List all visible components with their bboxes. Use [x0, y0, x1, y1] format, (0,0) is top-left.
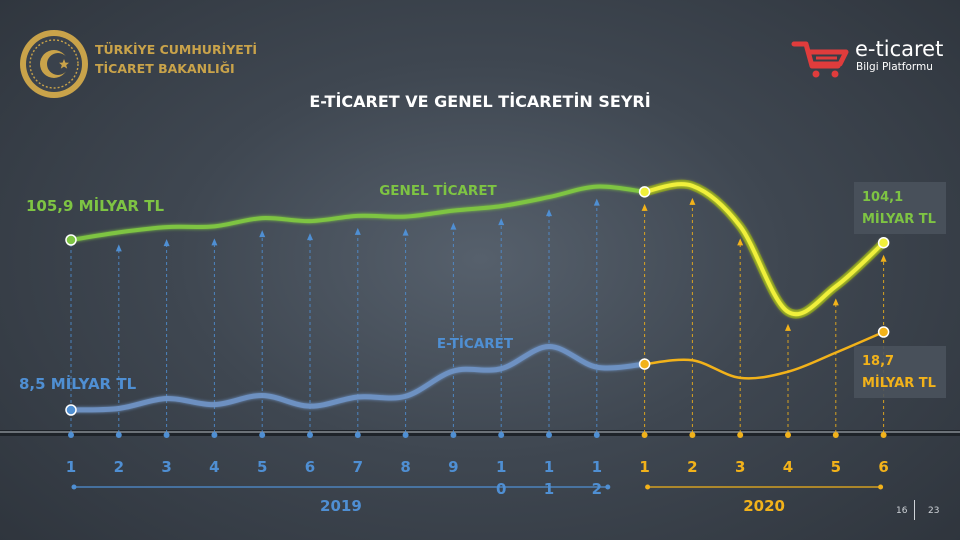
arrow-head	[593, 198, 600, 206]
x-tick-label: 3	[735, 458, 745, 476]
e-ticaret-end-label-box	[854, 346, 946, 398]
baseline-dot	[402, 432, 409, 438]
x-tick-label: 1	[639, 458, 649, 476]
x-tick-label: 4	[209, 458, 219, 476]
baseline-dot	[546, 432, 552, 438]
x-tick-label: 2	[114, 458, 124, 476]
baseline-dot	[785, 432, 791, 438]
baseline-dot	[737, 432, 744, 438]
x-tick-label: 5	[831, 458, 841, 476]
arrow-head	[115, 244, 122, 252]
genel-ticaret-end-label-unit: MİLYAR TL	[862, 211, 936, 227]
ministry-seal-icon	[20, 30, 88, 98]
arrow-head	[832, 298, 839, 306]
baseline-dot	[354, 432, 361, 438]
x-tick-label: 5	[257, 458, 267, 476]
e-ticaret-start-point	[65, 404, 77, 416]
baseline-dot	[832, 432, 839, 438]
arrow-head	[546, 209, 552, 217]
baseline-dot	[307, 432, 313, 438]
arrow-head	[211, 238, 218, 246]
baseline-dot	[689, 432, 696, 438]
x-tick-label: 6	[878, 458, 888, 476]
series-line-genel-ticaret-2020-shadow	[640, 179, 889, 319]
arrow-head	[641, 203, 648, 211]
e-ticaret-end-point	[877, 326, 890, 338]
baseline-dot	[641, 432, 648, 438]
arrow-head	[354, 227, 361, 235]
arrow-head	[498, 218, 505, 226]
ministry-line-1: TÜRKİYE CUMHURİYETİ	[95, 42, 257, 57]
shopping-cart-icon	[791, 41, 849, 78]
arrow-head	[737, 238, 744, 246]
series-line-e-ticaret-2020	[643, 330, 885, 380]
ministry-line-2: TİCARET BAKANLIĞI	[95, 61, 235, 76]
chart-title: E-TİCARET VE GENEL TİCARETİN SEYRİ	[309, 92, 651, 111]
page-total: 23	[928, 506, 940, 516]
baseline-dot	[115, 432, 122, 438]
genel-ticaret-end-label-value: 104,1	[862, 190, 903, 205]
x-tick-label: 7	[353, 458, 363, 476]
arrow-head	[259, 230, 266, 238]
series-label-e-ticaret: E-TİCARET	[437, 335, 514, 352]
page-number: 16	[896, 506, 908, 516]
e-ticaret-2020-start-point	[638, 358, 651, 370]
series-label-genel-ticaret: GENEL TİCARET	[379, 182, 497, 199]
series-line-genel-ticaret-2020	[642, 182, 886, 316]
genel-ticaret-end-point	[877, 236, 890, 249]
e-ticaret-end-label-unit: MİLYAR TL	[862, 375, 936, 391]
arrow-head	[880, 254, 887, 262]
arrow-head	[402, 228, 409, 236]
genel-ticaret-2020-start-point	[638, 186, 651, 198]
e-ticaret-start-label: 8,5 MİLYAR TL	[19, 374, 137, 393]
brand-name: e-ticaret	[855, 37, 944, 61]
year-range-start	[71, 484, 77, 490]
year-range-end	[878, 484, 884, 490]
arrow-head	[785, 323, 791, 331]
brand-subtitle: Bilgi Platformu	[856, 61, 933, 73]
genel-ticaret-end-label-box	[854, 182, 946, 234]
e-ticaret-end-label-value: 18,7	[862, 354, 894, 369]
arrow-head	[163, 239, 170, 247]
x-tick-label: 6	[305, 458, 315, 476]
x-tick-label: 1	[66, 458, 76, 476]
baseline-dot	[259, 432, 266, 438]
baseline-dot	[68, 432, 74, 438]
page-divider	[914, 500, 915, 520]
series-line-e-ticaret-2019	[68, 344, 648, 413]
x-tick-label: 2	[687, 458, 697, 476]
arrow-head	[450, 222, 457, 230]
ministry-name: TÜRKİYE CUMHURİYETİ TİCARET BAKANLIĞI	[95, 40, 257, 78]
x-tick-label: 8	[400, 458, 410, 476]
x-tick-label: 3	[161, 458, 171, 476]
year-label: 2020	[743, 497, 785, 515]
arrow-head	[689, 197, 696, 205]
baseline-dot	[880, 432, 887, 438]
baseline-dot	[450, 432, 457, 438]
baseline-dot	[498, 432, 505, 438]
x-tick-label: 4	[783, 458, 793, 476]
year-label: 2019	[320, 497, 362, 515]
genel-ticaret-start-point	[65, 234, 77, 246]
series-line-genel-ticaret-2019	[69, 184, 647, 242]
baseline-dot	[163, 432, 170, 438]
genel-ticaret-start-label: 105,9 MİLYAR TL	[26, 196, 164, 215]
baseline-dot	[211, 432, 218, 438]
arrow-head	[307, 233, 313, 241]
year-range-start	[645, 484, 651, 490]
baseline-dot	[593, 432, 600, 438]
year-range-end	[605, 484, 611, 490]
x-tick-label: 9	[448, 458, 458, 476]
